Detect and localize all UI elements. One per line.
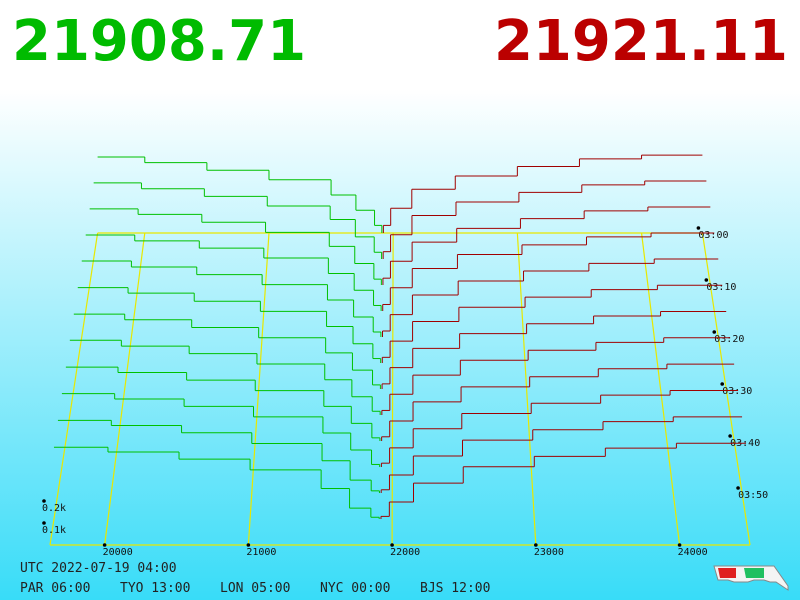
city-times: PAR 06:00 TYO 13:00 LON 05:00 NYC 00:00 BJS …	[20, 581, 490, 596]
grid-line	[516, 232, 537, 546]
city-time: NYC 00:00	[320, 581, 390, 596]
time-tick-dot	[736, 486, 740, 490]
tick-dot	[246, 543, 251, 547]
time-tick-dot	[720, 382, 724, 386]
time-tick-dot	[728, 434, 732, 438]
depth-tick-label: 0.1k	[42, 525, 66, 536]
time-tick-label: 03:10	[706, 282, 736, 293]
time-tick-dot	[704, 278, 709, 282]
city-time: BJS 12:00	[420, 581, 490, 596]
floor-left-edge	[49, 232, 99, 546]
city-time: TYO 13:00	[120, 581, 190, 596]
grid-line	[640, 232, 681, 546]
utc-label: UTC 2022-07-19 04:00	[20, 561, 177, 576]
plot: 20000 21000 22000 23000 24000 03:00 03:10 03:20…	[42, 154, 768, 558]
time-tick-label: 03:50	[738, 490, 768, 501]
bid-price: 21908.71	[12, 9, 306, 74]
time-tick-label: 03:20	[714, 334, 744, 345]
time-tick-label: 03:00	[698, 230, 728, 241]
time-tick-label: 03:30	[722, 386, 752, 397]
tick-dot	[677, 543, 682, 547]
depth-tick-dot	[42, 521, 46, 525]
time-tick-dot	[696, 226, 701, 230]
city-time: PAR 06:00	[20, 581, 90, 596]
x-tick-label: 22000	[390, 547, 420, 558]
x-tick-label: 24000	[678, 547, 708, 558]
tick-dot	[102, 543, 107, 547]
grid-line	[104, 232, 146, 546]
x-tick-label: 21000	[246, 547, 276, 558]
tick-dot	[390, 543, 394, 547]
depth-tick-dot	[42, 499, 46, 503]
ask-price: 21921.11	[494, 9, 788, 74]
time-tick-dot	[712, 330, 717, 334]
3d-glasses-icon	[713, 565, 789, 591]
grid-line	[391, 232, 394, 546]
city-time: LON 05:00	[220, 581, 290, 596]
x-tick-label: 20000	[103, 547, 133, 558]
x-tick-label: 23000	[534, 547, 564, 558]
tick-dot	[534, 543, 538, 547]
depth-tick-label: 0.2k	[42, 503, 66, 514]
